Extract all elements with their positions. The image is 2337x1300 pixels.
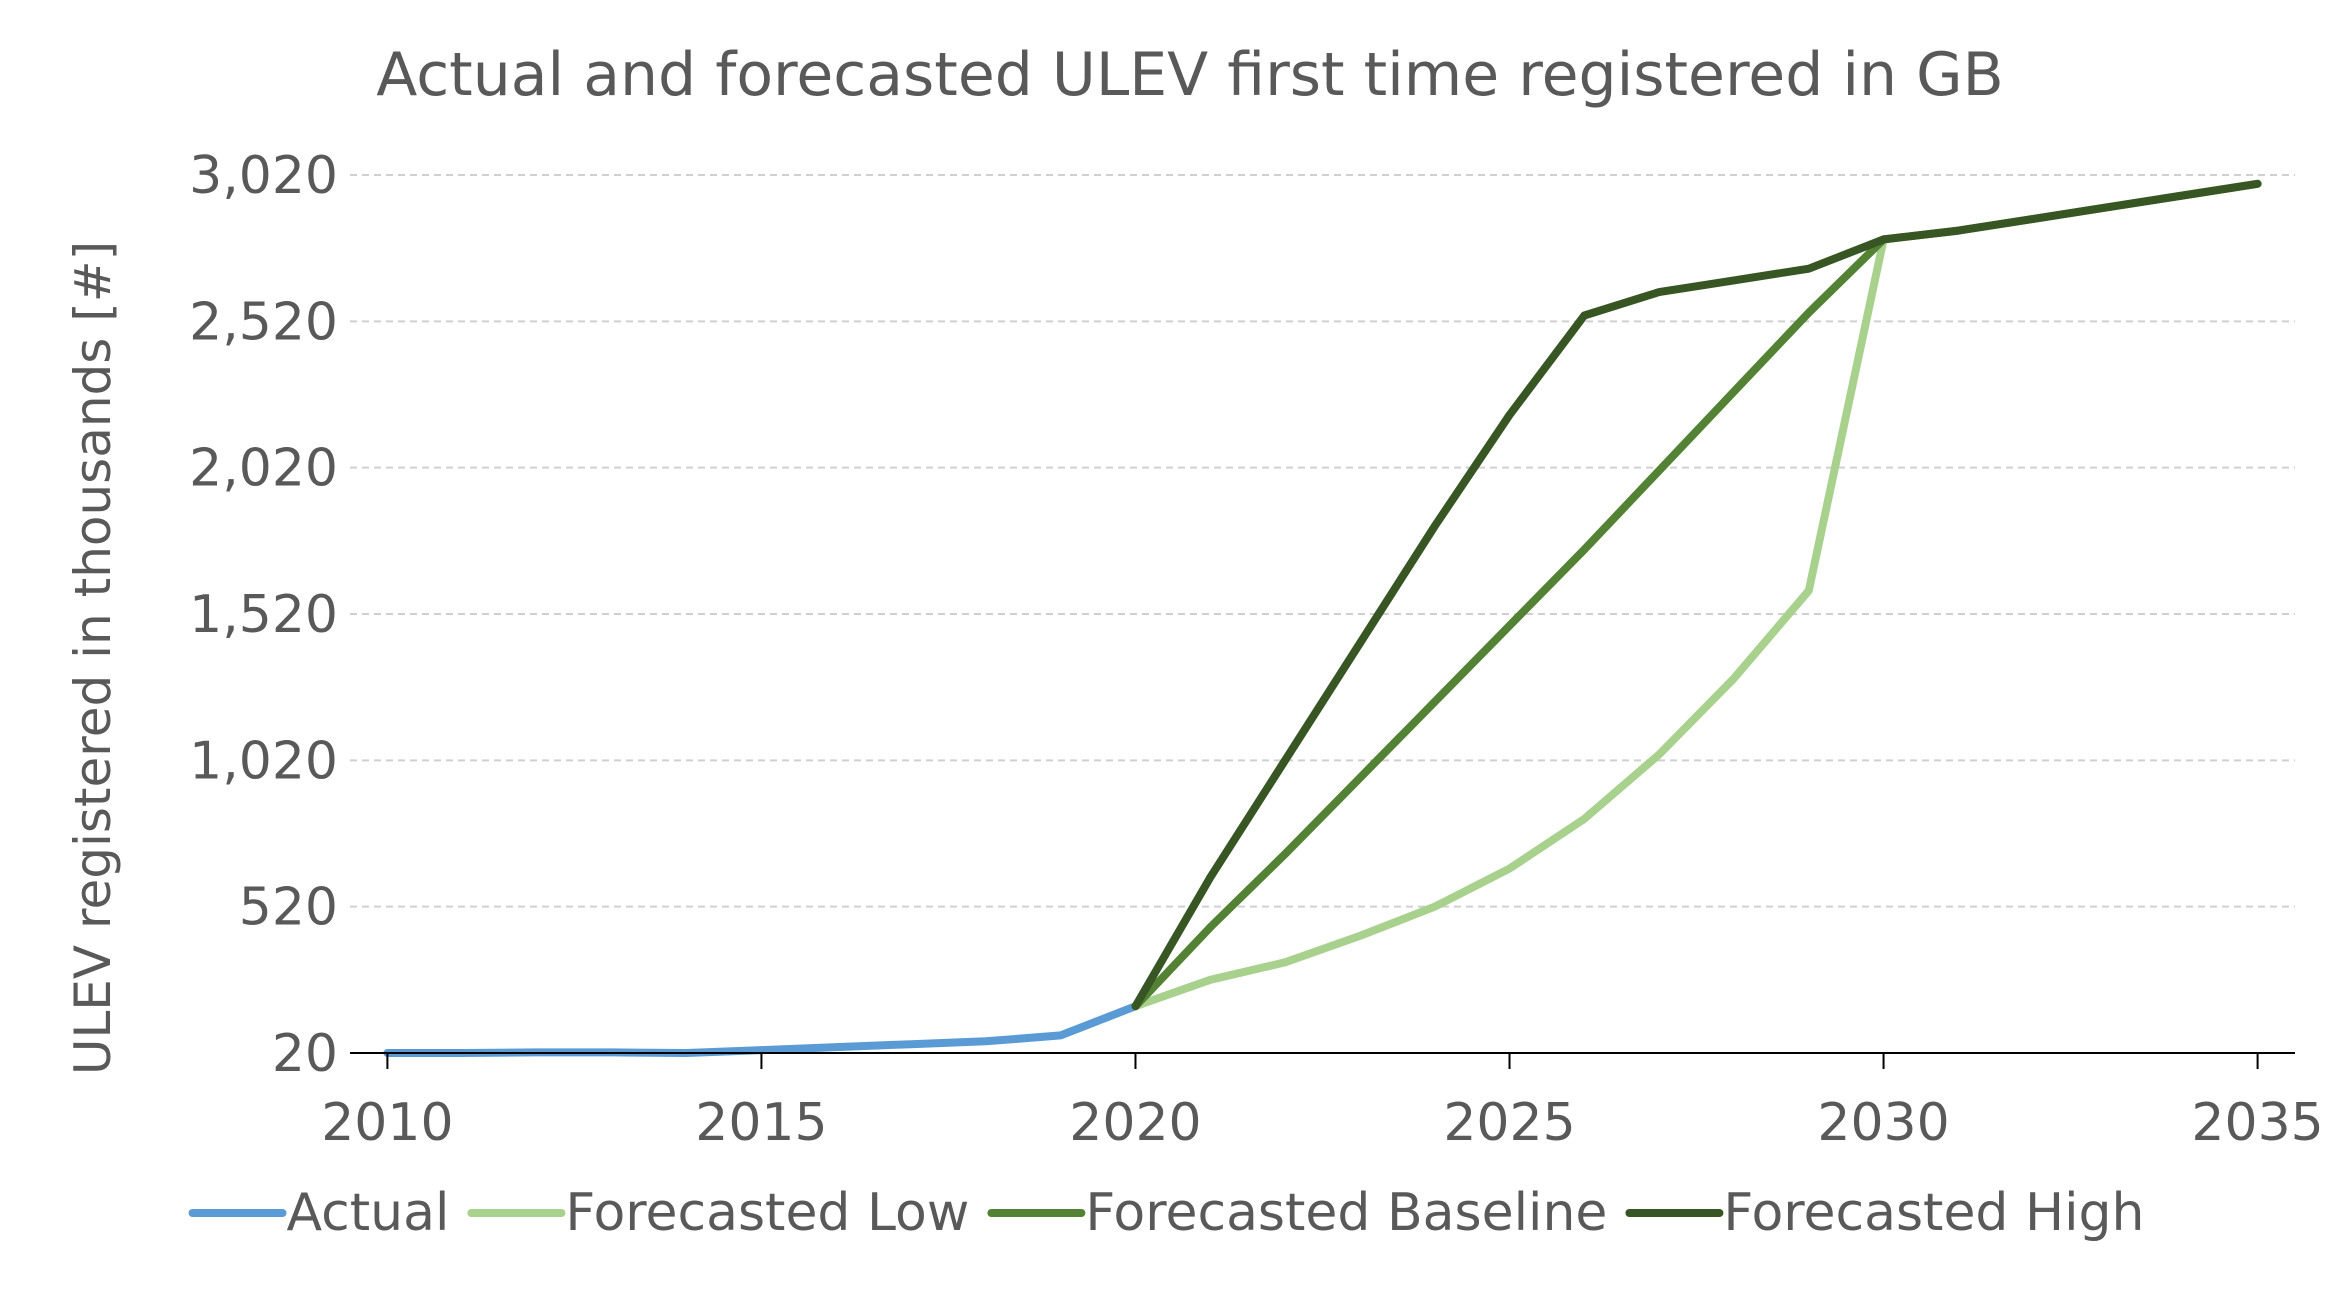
y-tick-label: 3,020 (189, 146, 338, 206)
x-tick-label: 2015 (695, 1093, 827, 1153)
series-line-forecasted-high (1131, 179, 2262, 1011)
y-tick-label: 20 (272, 1024, 338, 1084)
x-tick-labels: 2010 2015 2020 2025 2030 2035 (321, 1093, 2324, 1153)
x-tick-label: 2020 (1069, 1093, 1201, 1153)
gridlines (350, 174, 2295, 908)
legend-item-actual: Actual (188, 1183, 450, 1243)
legend: Actual Forecasted Low Forecasted Baseline F… (188, 1183, 2144, 1243)
y-tick-label: 2,020 (189, 439, 338, 499)
series-line-forecasted-baseline (1131, 179, 2262, 1011)
legend-item-forecasted-baseline: Forecasted Baseline (987, 1183, 1607, 1243)
chart-title: Actual and forecasted ULEV first time re… (376, 40, 2004, 110)
x-tick-label: 2025 (1443, 1093, 1575, 1153)
axes (350, 1052, 2295, 1069)
x-tick-label: 2030 (1817, 1093, 1949, 1153)
legend-label: Forecasted Baseline (1085, 1183, 1607, 1243)
y-axis-title: ULEV registered in thousands [#] (64, 241, 122, 1075)
series-line-forecasted-low (1131, 235, 1888, 1011)
legend-label: Forecasted Low (565, 1183, 969, 1243)
series-lines (383, 179, 2262, 1057)
legend-item-forecasted-low: Forecasted Low (467, 1183, 969, 1243)
x-tick-label: 2010 (321, 1093, 453, 1153)
legend-label: Forecasted High (1723, 1183, 2144, 1243)
x-tick-label: 2035 (2191, 1093, 2323, 1153)
y-tick-label: 520 (239, 878, 338, 938)
y-tick-label: 1,020 (189, 731, 338, 791)
legend-label: Actual (287, 1183, 450, 1243)
series-line-actual (383, 1002, 1140, 1057)
y-tick-labels: 20 520 1,020 1,520 2,020 2,520 3,020 (189, 146, 338, 1084)
y-tick-label: 1,520 (189, 585, 338, 645)
y-tick-label: 2,520 (189, 292, 338, 352)
legend-item-forecasted-high: Forecasted High (1625, 1183, 2144, 1243)
